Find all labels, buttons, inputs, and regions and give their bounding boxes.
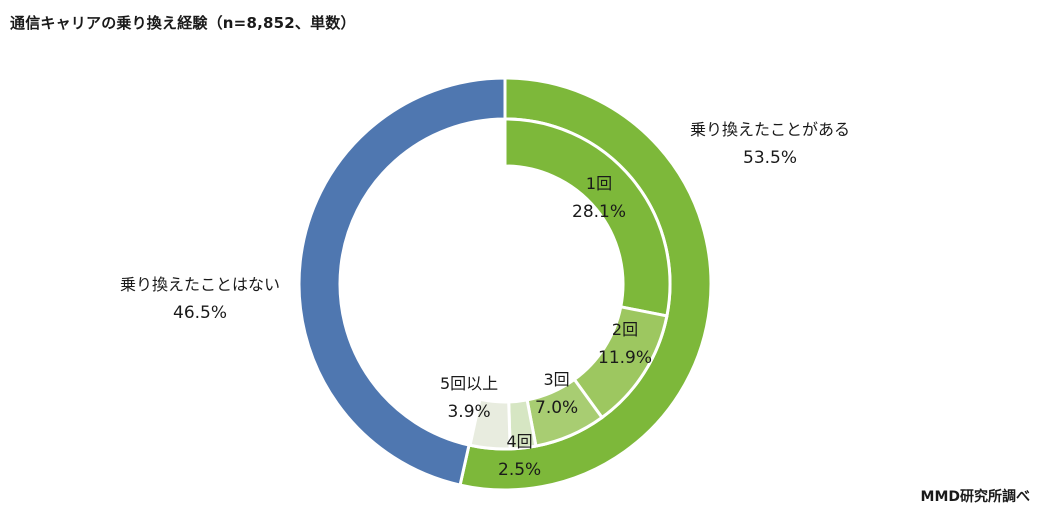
label-2-times: 2回 11.9% bbox=[598, 320, 653, 368]
inner-ring bbox=[468, 117, 672, 451]
segment-5-or-more bbox=[468, 397, 512, 451]
label-5-or-more: 5回以上 3.9% bbox=[440, 374, 499, 422]
label-3-times: 3回 7.0% bbox=[535, 370, 579, 418]
source-credit: MMD研究所調べ bbox=[920, 489, 1030, 505]
label-never-switched: 乗り換えたことはない 46.5% bbox=[120, 275, 281, 323]
label-1-time: 1回 28.1% bbox=[572, 174, 627, 222]
chart-title: 通信キャリアの乗り換え経験（n=8,852、単数） bbox=[10, 14, 356, 32]
label-4-times: 4回 2.5% bbox=[498, 432, 542, 480]
label-switched: 乗り換えたことがある 53.5% bbox=[690, 120, 851, 168]
segment-never-switched bbox=[297, 76, 507, 487]
